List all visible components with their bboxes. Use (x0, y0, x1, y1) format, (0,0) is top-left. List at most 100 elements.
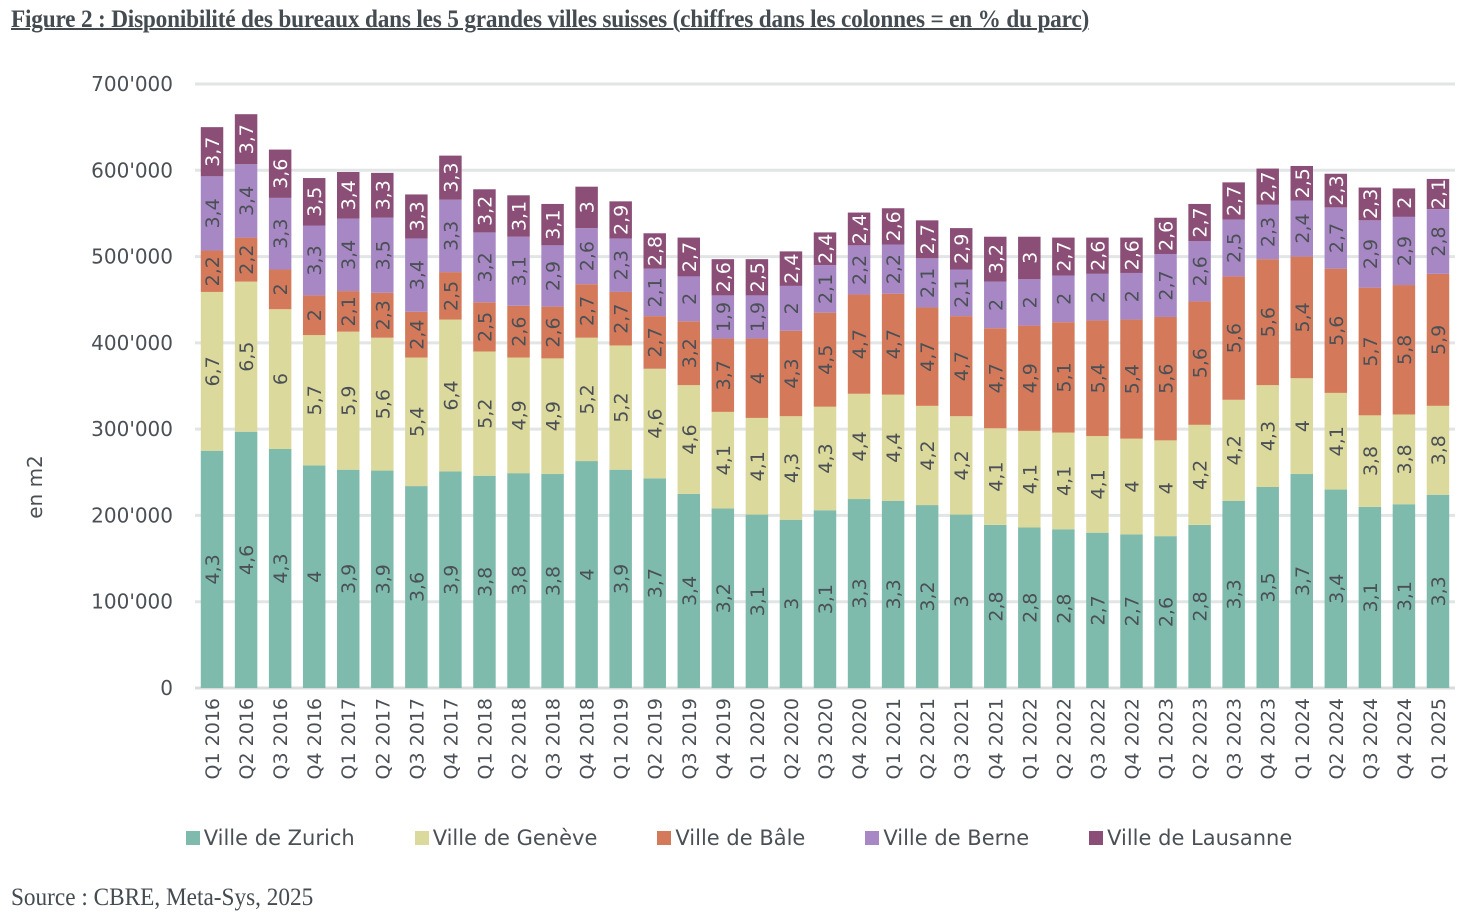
data-label: 2,6 (1087, 241, 1109, 271)
data-label: 2,7 (1224, 186, 1246, 216)
bar-segment-ville-de-lausanne (745, 259, 769, 296)
x-tick-label: Q4 2022 (1121, 698, 1143, 779)
data-label: 3,5 (372, 240, 394, 270)
data-label: 2,4 (815, 234, 837, 264)
bar-segment-ville-de-b-le (1290, 256, 1313, 379)
data-label: 2,6 (1121, 240, 1143, 270)
bar-segment-ville-de-gen-ve (1154, 440, 1177, 537)
data-label: 4,9 (543, 401, 565, 431)
data-label: 1,9 (713, 302, 735, 332)
bar-segment-ville-de-zurich (915, 505, 939, 688)
bar-segment-ville-de-gen-ve (779, 416, 803, 520)
bar-segment-ville-de-b-le (1392, 285, 1416, 415)
data-label: 2 (1019, 296, 1041, 308)
data-label: 3,8 (1394, 444, 1416, 474)
bar-segment-ville-de-zurich (881, 500, 905, 688)
bar-segment-ville-de-b-le (813, 312, 837, 407)
bar-segment-ville-de-zurich (371, 470, 394, 688)
bar-segment-ville-de-berne (1120, 272, 1143, 320)
data-label: 3,3 (1428, 576, 1450, 606)
data-label: 3,6 (406, 572, 428, 602)
data-label: 3,8 (1360, 446, 1382, 476)
bar-segment-ville-de-b-le (1018, 325, 1041, 431)
x-tick-label: Q2 2016 (236, 698, 258, 779)
data-label: 4,7 (883, 329, 905, 359)
data-label: 2,7 (1326, 223, 1348, 253)
bar-segment-ville-de-berne (473, 232, 496, 303)
y-tick-label: 0 (160, 676, 173, 700)
bar-segment-ville-de-berne (779, 285, 803, 331)
data-label: 2 (781, 302, 803, 314)
bar-segment-ville-de-b-le (268, 269, 292, 310)
x-tick-label: Q2 2020 (781, 698, 803, 779)
bar-segment-ville-de-gen-ve (609, 345, 632, 470)
data-label: 4,1 (1326, 426, 1348, 456)
data-label: 3,8 (543, 566, 565, 596)
legend-swatch (414, 831, 429, 845)
data-label: 2,5 (747, 262, 769, 292)
legend-label: Ville de Genève (432, 826, 598, 850)
data-label: 4,1 (985, 461, 1007, 491)
data-label: 3,3 (1224, 579, 1246, 609)
data-label: 2,3 (372, 300, 394, 330)
bar-segment-ville-de-berne (1188, 241, 1211, 302)
legend-swatch (185, 831, 200, 845)
data-label: 2,8 (1428, 226, 1450, 256)
bar-segment-ville-de-gen-ve (881, 394, 905, 501)
bar-segment-ville-de-berne (1018, 279, 1041, 326)
data-label: 2,3 (1326, 175, 1348, 205)
bar-segment-ville-de-gen-ve (439, 319, 462, 472)
bar-segment-ville-de-zurich (541, 474, 564, 688)
y-tick-label: 700'000 (91, 72, 173, 96)
data-label: 4,3 (781, 453, 803, 483)
data-label: 2,5 (1224, 233, 1246, 263)
bar-segment-ville-de-b-le (1426, 273, 1450, 406)
x-tick-label: Q2 2019 (645, 698, 667, 779)
data-label: 5,7 (304, 385, 326, 415)
bar-segment-ville-de-berne (1086, 273, 1109, 321)
bar-segment-ville-de-zurich (984, 524, 1007, 688)
data-label: 2,1 (1428, 179, 1450, 209)
bar-segment-ville-de-b-le (302, 295, 326, 336)
bar-segment-ville-de-b-le (439, 272, 462, 320)
figure-title: Figure 2 : Disponibilité des bureaux dan… (11, 6, 1090, 33)
data-label: 3,1 (509, 256, 531, 286)
data-label: 3,9 (611, 564, 633, 594)
x-tick-label: Q2 2023 (1190, 698, 1212, 779)
bar-segment-ville-de-lausanne (507, 195, 530, 237)
bar-segment-ville-de-lausanne (1018, 236, 1041, 280)
data-label: 2,7 (645, 327, 667, 357)
data-label: 5,6 (1326, 316, 1348, 346)
data-label: 4 (304, 571, 326, 583)
legend-item: Ville de Genève (414, 826, 598, 850)
bar-segment-ville-de-zurich (268, 448, 292, 688)
bar-segment-ville-de-b-le (337, 291, 360, 332)
data-label: 2,6 (543, 317, 565, 347)
bar-segment-ville-de-gen-ve (1052, 432, 1075, 530)
bar-segment-ville-de-b-le (541, 306, 564, 359)
bar-segment-ville-de-zurich (200, 450, 224, 688)
bar-segment-ville-de-b-le (473, 302, 496, 352)
data-label: 5,9 (338, 386, 360, 416)
bar-segment-ville-de-lausanne (881, 208, 905, 245)
bar-segment-ville-de-zurich (1256, 486, 1279, 688)
x-axis: Q1 2016 Q2 2016 Q3 2016 Q4 2016 Q1 2017 Q2 20… (202, 698, 1450, 779)
x-tick-label: Q3 2022 (1087, 698, 1109, 779)
bar-segment-ville-de-b-le (915, 307, 939, 406)
bar-segment-ville-de-berne (1290, 200, 1313, 257)
data-label: 3,5 (304, 187, 326, 217)
data-label: 2,4 (781, 254, 803, 284)
legend-item: Ville de Berne (865, 826, 1029, 850)
x-tick-label: Q3 2021 (951, 698, 973, 779)
x-tick-label: Q3 2023 (1224, 698, 1246, 779)
data-label: 3 (951, 595, 973, 607)
bar-segment-ville-de-lausanne (813, 232, 837, 266)
data-label: 3,1 (1360, 582, 1382, 612)
bar-segment-ville-de-lausanne (1120, 237, 1143, 273)
data-label: 3,4 (202, 198, 224, 228)
data-label: 5,6 (1258, 307, 1280, 337)
bar-segment-ville-de-b-le (1120, 319, 1143, 439)
data-label: 2,1 (338, 296, 360, 326)
bar-segment-ville-de-zurich (779, 519, 803, 688)
legend-item: Ville de Bâle (657, 826, 805, 850)
